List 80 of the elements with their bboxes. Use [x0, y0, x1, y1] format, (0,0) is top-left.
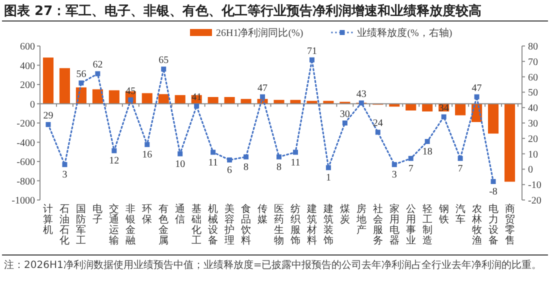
data-label: 56: [76, 68, 86, 80]
x-tick-label: 农林牧渔: [470, 204, 482, 246]
data-label: 62: [92, 60, 103, 71]
x-tick-label: 房地产: [355, 203, 366, 236]
data-label: 1: [326, 172, 331, 184]
x-tick-label: 非银金融: [124, 203, 136, 246]
y-tick-label: -1000: [12, 196, 35, 206]
x-tick-label: 石油石化: [60, 204, 70, 246]
x-tick-label: 机械设备: [208, 203, 218, 246]
text: 注：2026H1净利润数据使用业绩预告中值；业绩释放度=已披露中报预告的公司去年净利润占全行业去年净利润的比重。: [4, 259, 542, 271]
data-label: -8: [489, 186, 498, 198]
data-label: 24: [372, 118, 383, 130]
y-tick-label: 600: [20, 42, 35, 52]
y2-tick-label: -20: [528, 196, 542, 206]
x-tick-label: 建筑装饰: [322, 203, 334, 246]
x-tick-label: 电子: [92, 203, 103, 226]
data-label: 65: [158, 55, 169, 66]
x-tick-label: 交通运输: [109, 203, 120, 246]
data-label: 16: [142, 150, 152, 161]
data-label: 7: [408, 163, 414, 174]
data-label: 10: [175, 158, 186, 170]
data-label: 18: [422, 146, 432, 158]
x-tick-label: 国防军工: [76, 204, 86, 246]
x-tick-label: 钢铁: [438, 204, 449, 226]
data-label: 11: [208, 157, 218, 168]
y2-tick-label: 0: [528, 164, 533, 176]
x-tick-label: 纺织服饰: [289, 203, 300, 246]
data-label: 43: [356, 88, 366, 100]
y-tick-label: -200: [16, 118, 35, 130]
y2-tick-label: 60: [528, 72, 538, 84]
x-tick-label: 传媒: [258, 204, 268, 226]
y-tick-label: -800: [16, 176, 35, 188]
y-tick-label: 0: [30, 99, 35, 110]
y2-tick-label: 30: [528, 118, 538, 130]
data-label: 3: [62, 170, 68, 181]
y2-tick-label: 10: [528, 149, 538, 160]
y2-tick-label: -10: [528, 180, 542, 192]
data-label: 34: [438, 102, 449, 114]
x-tick-label: 家用电器: [389, 203, 400, 246]
y2-tick-label: 70: [528, 56, 538, 68]
x-tick-label: 商贸零售: [504, 203, 515, 246]
x-tick-label: 有色金属: [158, 203, 169, 246]
x-tick-label: 电力设备: [488, 203, 498, 246]
x-tick-label: 煤炭: [340, 203, 350, 226]
x-tick-label: 医药生物: [274, 204, 284, 246]
y2-tick-label: 40: [528, 103, 538, 114]
y-tick-label: 400: [20, 60, 35, 72]
data-label: 8: [244, 162, 249, 173]
data-label: 47: [258, 82, 268, 94]
y2-tick-label: 80: [528, 42, 538, 52]
y2-tick-label: 50: [528, 88, 538, 99]
y-tick-label: -400: [16, 138, 35, 149]
data-label: 12: [109, 156, 120, 167]
data-label: 41: [192, 92, 202, 104]
x-tick-label: 基础化工: [190, 203, 202, 246]
x-tick-label: 社会服务: [372, 203, 383, 246]
x-tick-label: 建筑材料: [306, 203, 317, 246]
data-label: 3: [392, 170, 397, 181]
y-tick-label: -600: [16, 157, 35, 168]
x-tick-label: 通信: [175, 203, 186, 226]
data-label: 71: [306, 46, 317, 57]
x-tick-label: 环保: [142, 204, 152, 226]
data-label: 30: [340, 109, 350, 120]
x-tick-label: 轻工制造: [422, 203, 432, 246]
x-tick-label: 计算机: [43, 203, 54, 236]
data-label: 8: [276, 162, 282, 173]
data-label: 6: [227, 164, 232, 176]
data-label: 11: [290, 157, 300, 168]
data-label: 7: [458, 163, 463, 174]
y-tick-label: 200: [20, 80, 35, 91]
x-tick-label: 美容护理: [224, 203, 235, 246]
chart-title: 图表 27：军工、电子、非银、有色、化工等行业预告净利润增速和业绩释放度较高: [4, 3, 482, 19]
x-tick-label: 公用事业: [406, 203, 416, 246]
y2-tick-label: 20: [528, 134, 538, 145]
x-tick-label: 食品饮料: [240, 203, 252, 246]
legend-label: 26H1净利润同比(%): [216, 27, 304, 39]
legend-label: 业绩释放度(%，右轴): [357, 27, 452, 39]
data-label: 47: [472, 82, 482, 94]
x-tick-label: 汽车: [455, 203, 466, 226]
data-label: 29: [43, 110, 54, 122]
